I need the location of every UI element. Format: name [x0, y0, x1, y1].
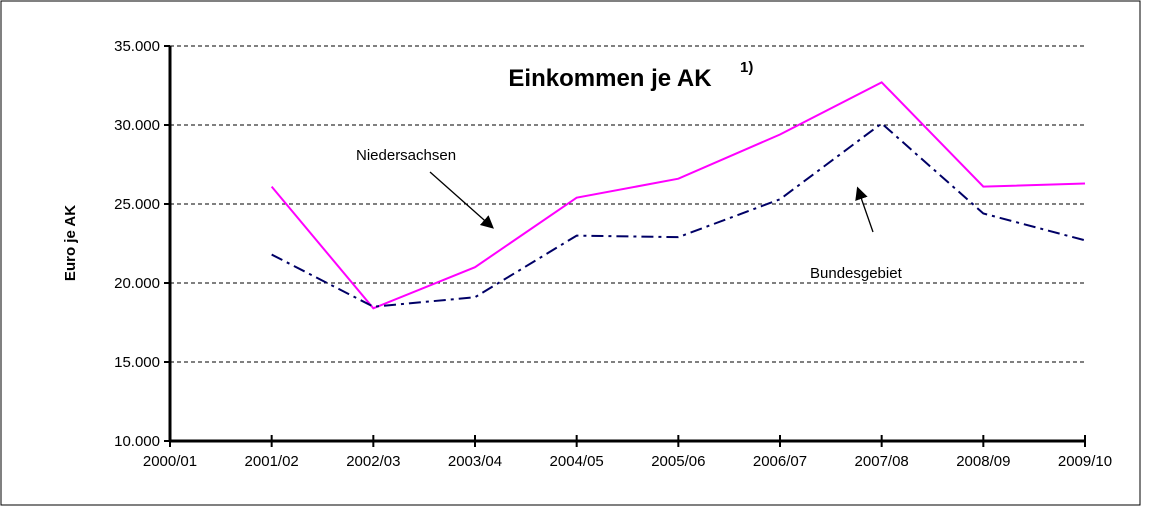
- x-tick-label: 2007/08: [855, 453, 909, 470]
- frame: [0, 0, 1141, 506]
- x-tick-label: 2001/02: [245, 453, 299, 470]
- x-tick-label: 2006/07: [753, 453, 807, 470]
- x-tick-label: 2003/04: [448, 453, 502, 470]
- chart-title: Einkommen je AK: [508, 65, 712, 92]
- x-tick-label: 2004/05: [550, 453, 604, 470]
- title-superscript: 1): [740, 59, 753, 76]
- x-tick-label: 2008/09: [956, 453, 1010, 470]
- annotation: Niedersachsen: [356, 147, 456, 164]
- annotation-arrow: [429, 171, 494, 229]
- series-line: [270, 81, 1086, 310]
- y-tick-label: 30.000: [114, 117, 160, 134]
- y-tick-label: 20.000: [114, 275, 160, 292]
- y-axis-label: Euro je AK: [62, 205, 79, 281]
- x-tick-label: 2000/01: [143, 453, 197, 470]
- x-tick-label: 2002/03: [346, 453, 400, 470]
- y-tick-label: 15.000: [114, 354, 160, 371]
- series-line: [271, 122, 1086, 308]
- annotation-arrow: [855, 186, 874, 233]
- annotation: Bundesgebiet: [810, 265, 903, 282]
- y-tick-label: 25.000: [114, 196, 160, 213]
- x-tick-label: 2005/06: [651, 453, 705, 470]
- y-tick-label: 10.000: [114, 433, 160, 450]
- y-tick-label: 35.000: [114, 38, 160, 55]
- x-tick-label: 2009/10: [1058, 453, 1112, 470]
